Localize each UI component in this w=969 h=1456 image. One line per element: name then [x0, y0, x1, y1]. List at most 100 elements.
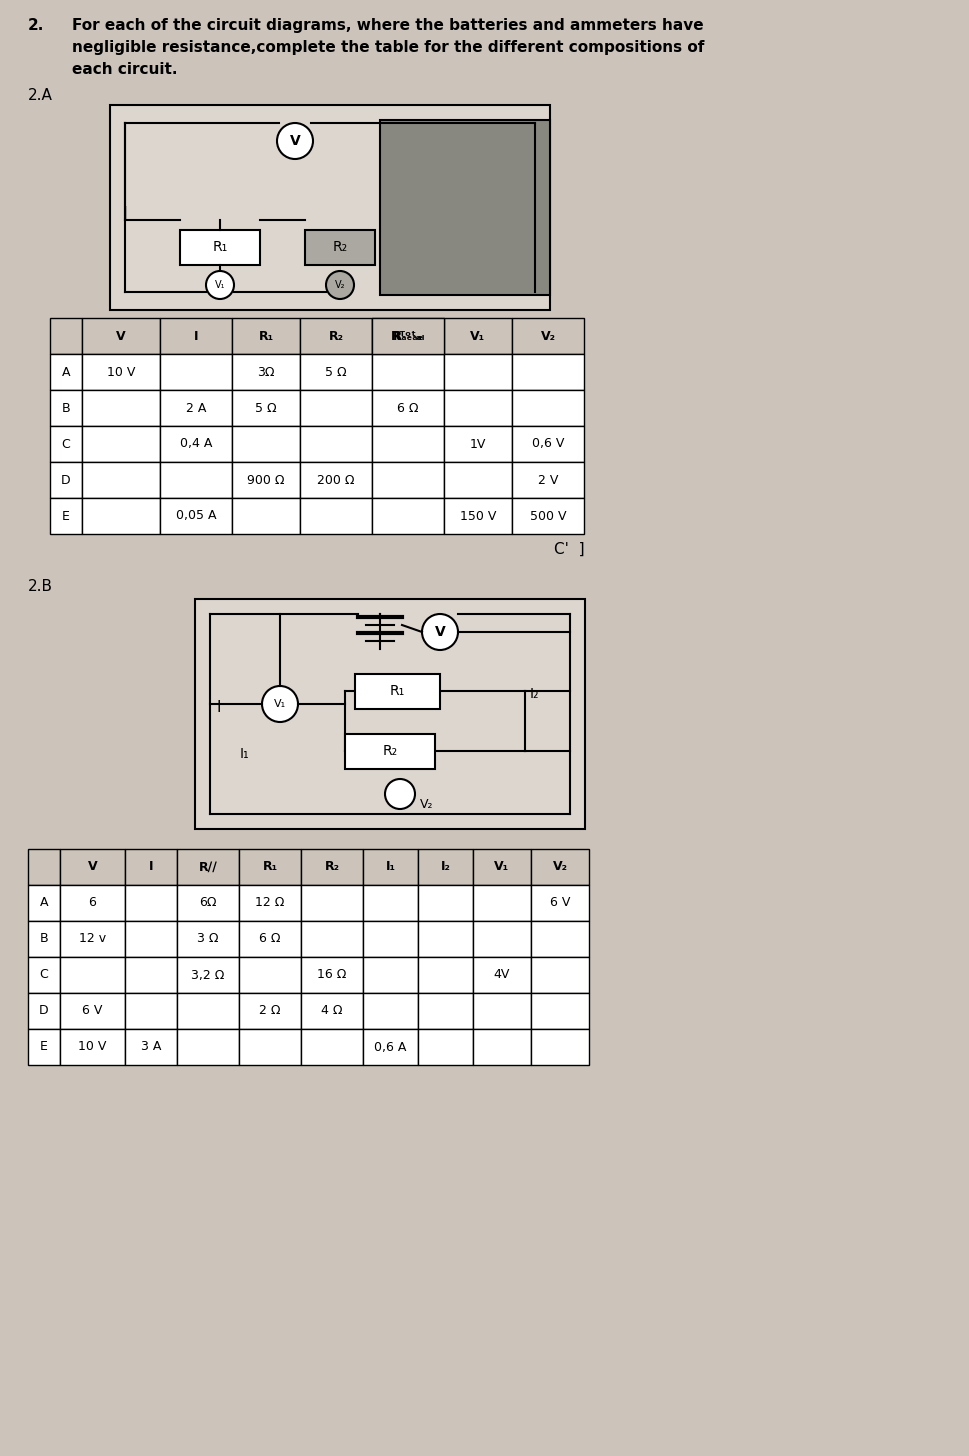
Bar [82, 462, 160, 498]
Text: 0,05 A: 0,05 A [175, 510, 216, 523]
Bar [372, 317, 444, 354]
Text: I₂: I₂ [440, 860, 450, 874]
Bar [299, 354, 372, 390]
Bar [82, 317, 160, 354]
Bar [512, 462, 583, 498]
Text: V₂: V₂ [540, 329, 555, 342]
Text: V₁: V₁ [494, 860, 509, 874]
Text: V: V [434, 625, 445, 639]
Bar [232, 498, 299, 534]
Bar [444, 354, 512, 390]
Bar [362, 957, 418, 993]
Text: V: V [87, 860, 97, 874]
Bar [28, 885, 60, 922]
Bar [300, 1029, 362, 1064]
Bar [60, 922, 125, 957]
Bar [176, 922, 238, 957]
Bar [238, 993, 300, 1029]
Text: 2 A: 2 A [186, 402, 206, 415]
Text: I: I [122, 205, 127, 223]
Bar [82, 498, 160, 534]
Bar [362, 885, 418, 922]
Bar [530, 1029, 588, 1064]
Circle shape [326, 271, 354, 298]
Text: R₂: R₂ [325, 860, 339, 874]
Text: I: I [194, 329, 198, 342]
Bar [232, 354, 299, 390]
Text: 3 Ω: 3 Ω [197, 932, 219, 945]
Text: 3 A: 3 A [141, 1041, 161, 1054]
Text: V₂: V₂ [334, 280, 345, 290]
Bar [530, 885, 588, 922]
Text: 3Ω: 3Ω [257, 365, 274, 379]
Bar [160, 427, 232, 462]
Bar [299, 498, 372, 534]
Bar [232, 390, 299, 427]
Bar [238, 957, 300, 993]
Text: R₂: R₂ [382, 744, 397, 759]
Bar [50, 462, 82, 498]
Bar [372, 462, 444, 498]
Text: 900 Ω: 900 Ω [247, 473, 285, 486]
Text: E: E [40, 1041, 47, 1054]
Bar [109, 105, 549, 310]
Bar [60, 957, 125, 993]
Text: negligible resistance,complete the table for the different compositions of: negligible resistance,complete the table… [72, 39, 703, 55]
Text: C: C [62, 437, 71, 450]
Bar [299, 390, 372, 427]
Text: 0,4 A: 0,4 A [179, 437, 212, 450]
Bar [418, 993, 473, 1029]
Text: V₁: V₁ [470, 329, 485, 342]
Bar [176, 849, 238, 885]
Bar [28, 993, 60, 1029]
Bar [418, 1029, 473, 1064]
Circle shape [385, 779, 415, 810]
Bar [355, 674, 440, 709]
Text: V₁: V₁ [273, 699, 286, 709]
Bar [60, 849, 125, 885]
Text: 4 Ω: 4 Ω [321, 1005, 342, 1018]
Bar [176, 993, 238, 1029]
Bar [28, 849, 60, 885]
Bar [160, 317, 232, 354]
Bar [473, 885, 530, 922]
Bar [473, 957, 530, 993]
Bar [50, 498, 82, 534]
Text: 10 V: 10 V [78, 1041, 107, 1054]
Text: E: E [62, 510, 70, 523]
Bar [473, 1029, 530, 1064]
Bar [380, 119, 549, 296]
Text: each circuit.: each circuit. [72, 63, 177, 77]
Text: 6: 6 [88, 897, 96, 910]
Bar [176, 1029, 238, 1064]
Text: 4V: 4V [493, 968, 510, 981]
Text: 2.A: 2.A [28, 87, 53, 103]
Text: R₁: R₁ [389, 684, 404, 697]
Bar [372, 498, 444, 534]
Text: V₁: V₁ [214, 280, 225, 290]
Text: I: I [148, 860, 153, 874]
Text: I₁: I₁ [239, 747, 249, 761]
Bar [444, 390, 512, 427]
Bar [232, 317, 299, 354]
Bar [160, 390, 232, 427]
Text: Rₐₑₐₑ: Rₐₑₐₑ [392, 329, 423, 342]
Bar [530, 993, 588, 1029]
Text: R₂: R₂ [328, 329, 343, 342]
Bar [28, 1029, 60, 1064]
Bar [372, 317, 444, 354]
Text: R₁: R₁ [263, 860, 277, 874]
Bar [232, 427, 299, 462]
Bar [125, 922, 176, 957]
Text: 6 Ω: 6 Ω [259, 932, 280, 945]
Text: D: D [61, 473, 71, 486]
Bar [418, 885, 473, 922]
Bar [300, 885, 362, 922]
Bar [60, 993, 125, 1029]
Text: R₂: R₂ [332, 240, 347, 253]
Text: 2.B: 2.B [28, 579, 53, 594]
Bar [300, 922, 362, 957]
Bar [299, 317, 372, 354]
Bar [300, 849, 362, 885]
Bar [444, 462, 512, 498]
